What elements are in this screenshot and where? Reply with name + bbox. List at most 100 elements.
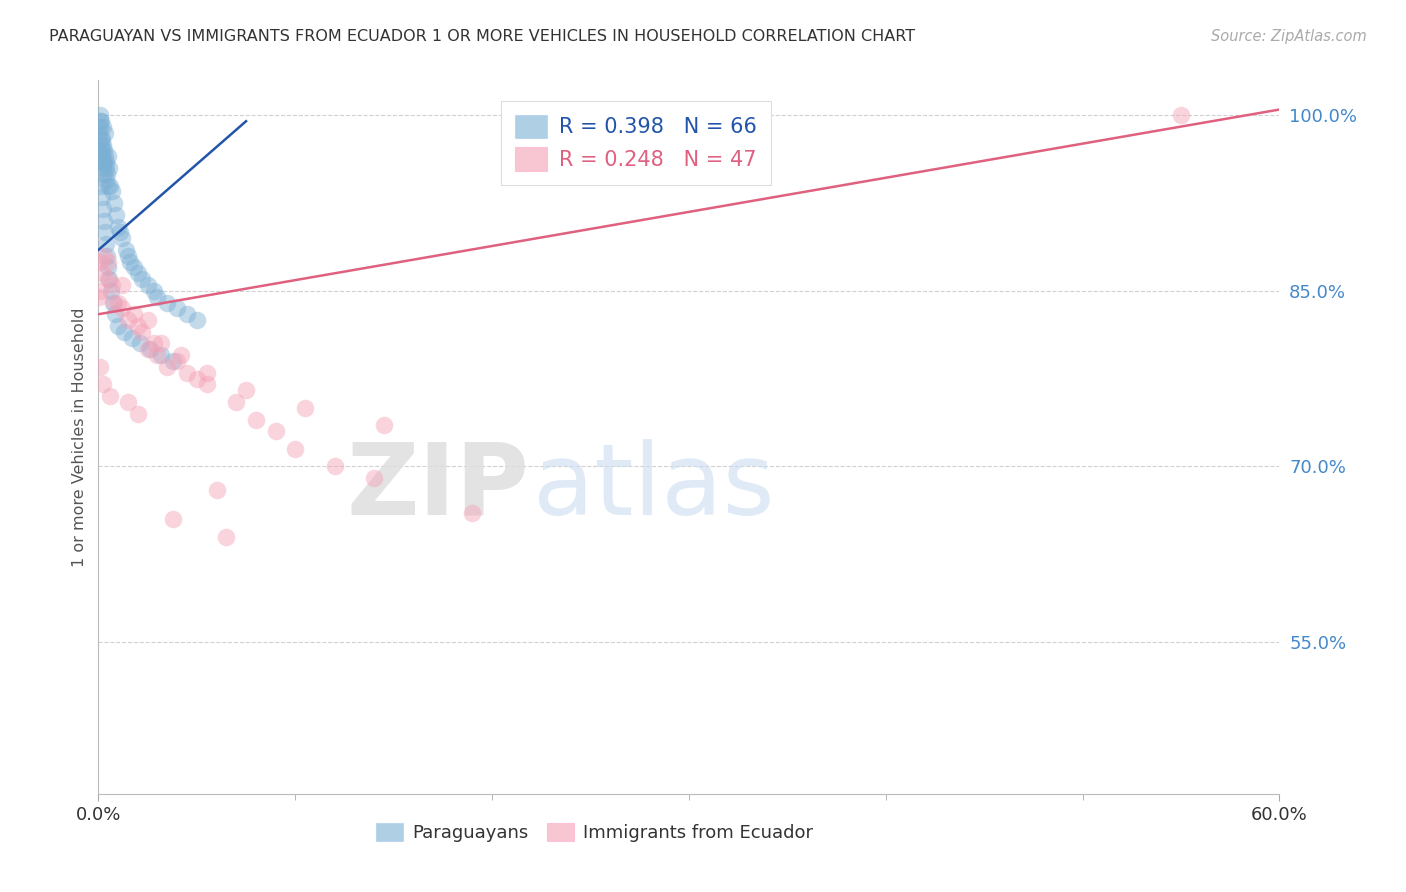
- Point: [111, 278, 134, 293]
- Y-axis label: 1 or more Vehicles in Household: 1 or more Vehicles in Household: [72, 308, 87, 566]
- Point: [93, 144, 115, 158]
- Point: [93, 249, 115, 263]
- Point: [103, 196, 125, 211]
- Point: [131, 272, 153, 286]
- Point: [90, 284, 112, 298]
- Point: [245, 412, 267, 426]
- Point: [195, 377, 218, 392]
- Point: [91, 155, 114, 169]
- Point: [89, 254, 111, 268]
- Point: [176, 307, 198, 321]
- Point: [111, 301, 134, 316]
- Point: [156, 295, 179, 310]
- Point: [138, 343, 160, 357]
- Point: [117, 395, 139, 409]
- Point: [91, 266, 114, 280]
- Point: [112, 325, 135, 339]
- Point: [323, 459, 346, 474]
- Point: [89, 144, 111, 158]
- Point: [91, 132, 114, 146]
- Point: [264, 424, 287, 438]
- Point: [90, 132, 112, 146]
- Point: [94, 149, 117, 163]
- Point: [89, 108, 111, 122]
- Point: [131, 325, 153, 339]
- Point: [89, 126, 111, 140]
- Point: [96, 249, 118, 263]
- Point: [170, 348, 193, 362]
- Point: [93, 225, 115, 239]
- Point: [122, 307, 145, 321]
- Point: [162, 354, 184, 368]
- Point: [91, 120, 114, 134]
- Point: [115, 243, 138, 257]
- Point: [103, 295, 125, 310]
- Point: [136, 313, 159, 327]
- Point: [461, 506, 484, 520]
- Point: [90, 137, 112, 152]
- Point: [89, 290, 111, 304]
- Point: [111, 231, 134, 245]
- Point: [146, 348, 169, 362]
- Point: [101, 278, 124, 293]
- Point: [142, 284, 165, 298]
- Point: [117, 249, 139, 263]
- Point: [205, 483, 228, 497]
- Point: [93, 167, 115, 181]
- Point: [136, 343, 159, 357]
- Text: Source: ZipAtlas.com: Source: ZipAtlas.com: [1211, 29, 1367, 44]
- Text: PARAGUAYAN VS IMMIGRANTS FROM ECUADOR 1 OR MORE VEHICLES IN HOUSEHOLD CORRELATIO: PARAGUAYAN VS IMMIGRANTS FROM ECUADOR 1 …: [49, 29, 915, 44]
- Point: [97, 178, 120, 193]
- Point: [105, 208, 128, 222]
- Point: [89, 359, 111, 374]
- Point: [127, 266, 149, 280]
- Point: [107, 295, 129, 310]
- Point: [150, 336, 173, 351]
- Point: [195, 366, 218, 380]
- Point: [103, 295, 125, 310]
- Point: [146, 290, 169, 304]
- Point: [100, 284, 122, 298]
- Point: [93, 213, 115, 227]
- Point: [118, 254, 141, 268]
- Point: [96, 167, 118, 181]
- Point: [98, 161, 121, 175]
- Point: [186, 371, 208, 385]
- Point: [107, 318, 129, 333]
- Point: [176, 366, 198, 380]
- Point: [98, 178, 121, 193]
- Point: [150, 348, 173, 362]
- Point: [121, 331, 143, 345]
- Point: [108, 225, 131, 239]
- Point: [96, 155, 118, 169]
- Point: [235, 384, 257, 398]
- Point: [91, 190, 114, 204]
- Point: [94, 237, 117, 252]
- Point: [215, 529, 238, 543]
- Point: [225, 395, 247, 409]
- Point: [101, 185, 124, 199]
- Point: [94, 161, 117, 175]
- Text: atlas: atlas: [533, 439, 775, 535]
- Text: ZIP: ZIP: [347, 439, 530, 535]
- Point: [128, 336, 150, 351]
- Point: [363, 471, 385, 485]
- Point: [97, 272, 120, 286]
- Point: [96, 172, 118, 186]
- Point: [162, 512, 184, 526]
- Point: [186, 313, 208, 327]
- Point: [104, 307, 127, 321]
- Point: [373, 418, 395, 433]
- Point: [89, 114, 111, 128]
- Point: [91, 144, 114, 158]
- Point: [136, 278, 159, 293]
- Point: [1170, 108, 1192, 122]
- Point: [98, 389, 121, 403]
- Point: [89, 120, 111, 134]
- Point: [93, 126, 115, 140]
- Point: [90, 114, 112, 128]
- Point: [156, 359, 179, 374]
- Point: [93, 137, 115, 152]
- Point: [142, 336, 165, 351]
- Point: [127, 318, 149, 333]
